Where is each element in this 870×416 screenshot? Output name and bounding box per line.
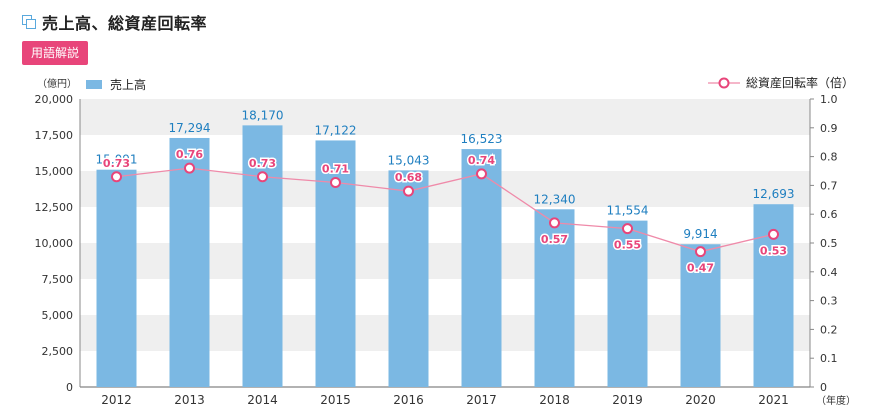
- x-tick-label: 2015: [320, 393, 351, 407]
- right-tick-label: 0.2: [820, 323, 838, 336]
- bar-value-label: 9,914: [683, 227, 717, 241]
- bar-value-label: 17,122: [315, 123, 357, 137]
- left-tick-label: 2,500: [42, 345, 74, 358]
- ratio-value-label: 0.47: [687, 262, 714, 275]
- bar: [388, 170, 429, 387]
- ratio-line: [116, 167, 774, 253]
- bar-value-label: 12,693: [753, 187, 795, 201]
- ratio-marker: [330, 177, 341, 189]
- right-tick-label: 0.6: [820, 208, 838, 221]
- ratio-value-label: 0.57: [541, 233, 568, 246]
- legend-bar-label: 売上高: [110, 77, 146, 92]
- bar-value-label: 15,043: [388, 153, 430, 167]
- left-tick-label: 10,000: [35, 237, 74, 250]
- left-tick-label: 5,000: [42, 309, 74, 322]
- bar-value-label: 16,523: [461, 132, 503, 146]
- x-tick-label: 2012: [101, 393, 132, 407]
- x-tick-label: 2016: [393, 393, 424, 407]
- ratio-value-label: 0.68: [395, 171, 422, 184]
- left-tick-label: 17,500: [35, 129, 74, 142]
- ratio-marker: [695, 246, 706, 258]
- ratio-marker: [622, 223, 633, 235]
- bar-value-label: 18,170: [242, 108, 284, 122]
- legend-bar-swatch: [86, 80, 102, 89]
- ratio-value-label: 0.76: [176, 148, 203, 161]
- x-tick-label: 2018: [539, 393, 570, 407]
- x-tick-label: 2014: [247, 393, 278, 407]
- left-tick-label: 12,500: [35, 201, 74, 214]
- bar: [242, 125, 283, 388]
- title-row: 売上高、総資産回転率: [22, 10, 207, 34]
- glossary-button[interactable]: 用語解説: [22, 41, 89, 65]
- ratio-marker: [768, 228, 779, 240]
- x-tick-label: 2013: [174, 393, 205, 407]
- squares-icon: [22, 15, 36, 29]
- bar: [607, 220, 648, 387]
- ratio-value-label: 0.53: [760, 244, 787, 257]
- ratio-value-label: 0.73: [103, 157, 130, 170]
- x-axis-unit: （年度）: [816, 394, 856, 407]
- bar-value-label: 15,091: [96, 153, 138, 167]
- right-tick-label: 0.4: [820, 266, 838, 279]
- bar: [534, 209, 575, 387]
- right-tick-label: 0: [820, 381, 827, 394]
- ratio-value-label: 0.55: [614, 239, 641, 252]
- ratio-marker: [111, 171, 122, 183]
- ratio-value-label: 0.71: [322, 163, 349, 176]
- right-tick-label: 0.8: [820, 151, 838, 164]
- right-tick-label: 0.5: [820, 237, 838, 250]
- ratio-marker: [184, 162, 195, 174]
- bar: [169, 137, 210, 387]
- left-tick-label: 0: [66, 381, 73, 394]
- left-tick-label: 7,500: [42, 273, 74, 286]
- ratio-value-label: 0.74: [468, 154, 495, 167]
- bar: [680, 244, 721, 387]
- ratio-marker: [257, 171, 268, 183]
- grid-band: [80, 99, 810, 135]
- right-tick-label: 0.7: [820, 179, 838, 192]
- right-tick-label: 1.0: [820, 93, 838, 106]
- ratio-value-label: 0.73: [249, 157, 276, 170]
- bar-value-label: 17,294: [169, 121, 211, 135]
- left-tick-label: 20,000: [35, 93, 74, 106]
- x-tick-label: 2017: [466, 393, 497, 407]
- x-tick-label: 2019: [612, 393, 643, 407]
- right-tick-label: 0.1: [820, 352, 838, 365]
- right-tick-label: 0.9: [820, 122, 838, 135]
- bar: [96, 169, 137, 387]
- left-tick-label: 15,000: [35, 165, 74, 178]
- x-tick-label: 2021: [758, 393, 789, 407]
- page-title: 売上高、総資産回転率: [42, 14, 208, 33]
- left-axis-unit: （億円）: [37, 77, 77, 90]
- ratio-marker: [549, 217, 560, 229]
- x-tick-label: 2020: [685, 393, 716, 407]
- ratio-marker: [403, 185, 414, 197]
- bar: [461, 149, 502, 387]
- right-tick-label: 0.3: [820, 295, 838, 308]
- bar-value-label: 12,340: [534, 192, 576, 206]
- legend-line-marker: [718, 77, 730, 89]
- bar-value-label: 11,554: [607, 204, 649, 218]
- ratio-marker: [476, 168, 487, 180]
- legend-line-label: 総資産回転率（倍）: [746, 75, 854, 90]
